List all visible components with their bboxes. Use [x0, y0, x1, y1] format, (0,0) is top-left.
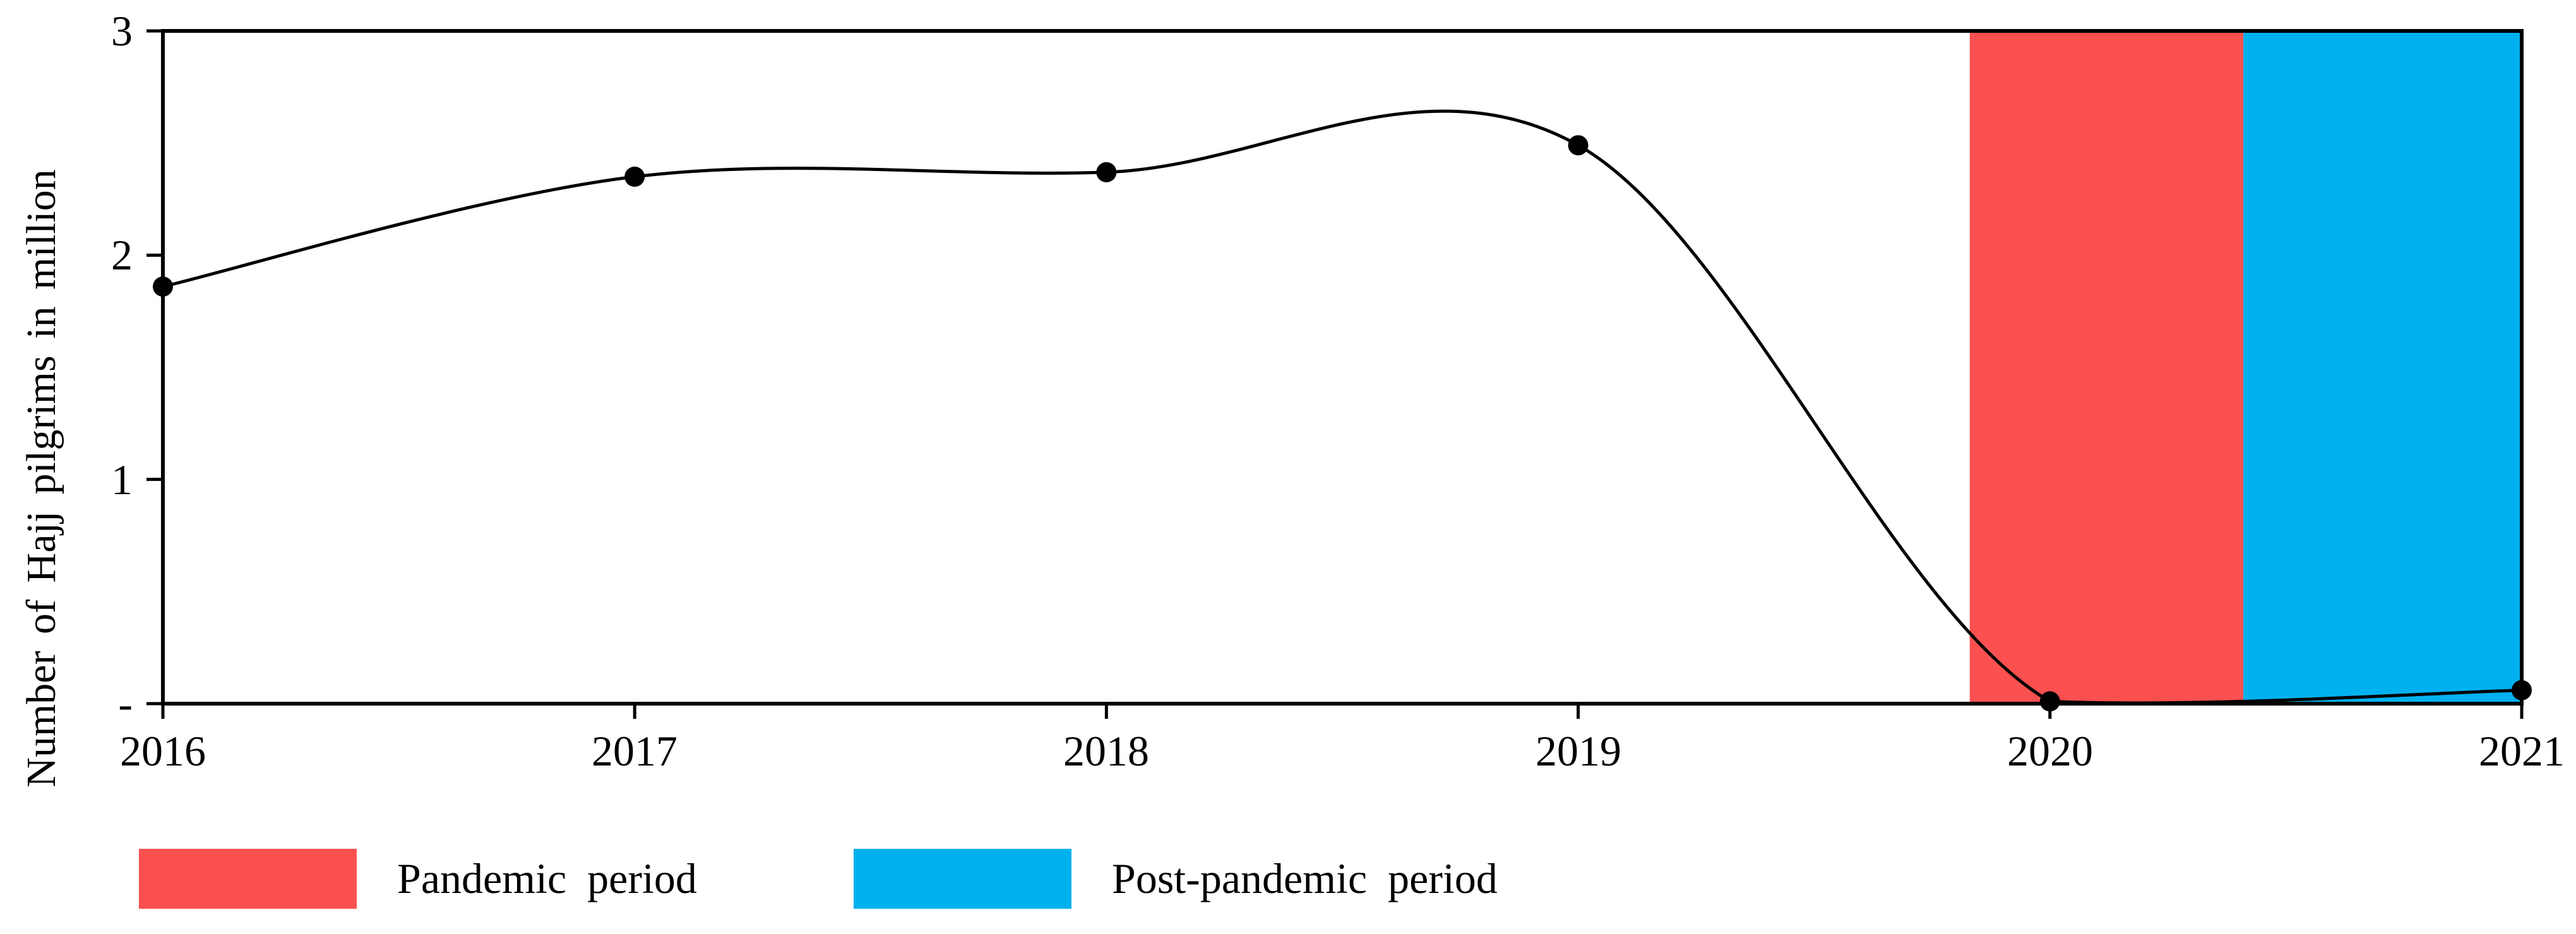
y-tick-label-1: 1 [111, 456, 133, 504]
data-point-2020 [2039, 691, 2060, 712]
x-tick-label-2018: 2018 [1063, 727, 1149, 775]
data-point-2018 [1096, 162, 1117, 182]
data-point-2016 [153, 276, 173, 297]
x-tick-label-2017: 2017 [592, 727, 677, 775]
x-tick-label-2016: 2016 [120, 727, 206, 775]
data-point-2021 [2512, 680, 2532, 700]
y-tick-label-2: 2 [111, 231, 133, 279]
data-point-2019 [1568, 135, 1589, 156]
plot-frame [161, 29, 2524, 706]
x-tick-label-2021: 2021 [2479, 727, 2565, 775]
x-tick-label-2020: 2020 [2007, 727, 2093, 775]
data-point-2017 [624, 167, 645, 187]
pandemic-band [1969, 31, 2244, 704]
y-tick-label-3: 3 [111, 7, 133, 55]
y-tick-label-0: - [118, 680, 133, 728]
data-line [161, 109, 2524, 705]
post-pandemic-band [2243, 31, 2522, 704]
x-tick-label-2019: 2019 [1535, 727, 1621, 775]
